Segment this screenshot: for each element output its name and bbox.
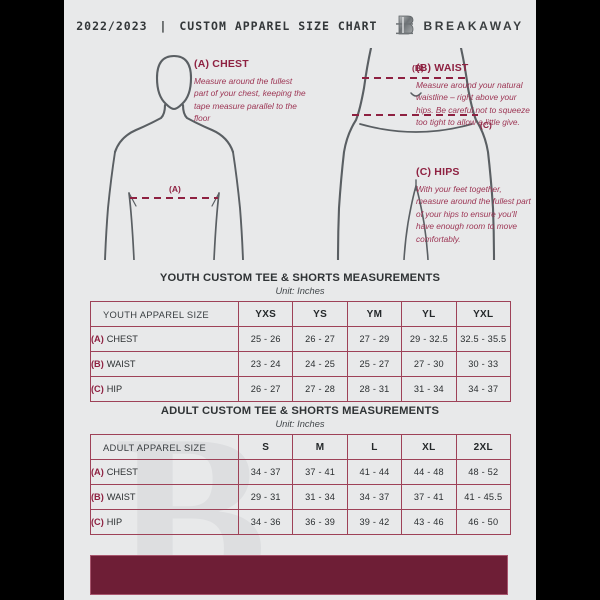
adult-chest-s: 34 - 37: [238, 459, 294, 485]
adult-chest-m: 37 - 41: [292, 459, 348, 485]
youth-table-body: YOUTH APPAREL SIZE YXS YS YM YL YXL (A) CHEST 25…: [90, 301, 511, 402]
adult-apparel-size-header: ADULT APPAREL SIZE: [90, 434, 239, 460]
adult-hip-s: 34 - 36: [238, 509, 294, 535]
youth-measurements-section: YOUTH CUSTOM TEE & SHORTS MEASUREMENTS U…: [90, 272, 511, 402]
adult-row-label-hip: (C) HIP: [90, 509, 239, 535]
lower-body-figure: [336, 48, 496, 260]
measurement-diagram: (A) (B): [104, 48, 496, 260]
youth-chest-yxl: 32.5 - 35.5: [456, 326, 511, 352]
youth-row-label-waist: (B) WAIST: [90, 351, 239, 377]
adult-hip-m: 36 - 39: [292, 509, 348, 535]
hips-marker-label: (C): [480, 120, 492, 130]
adult-waist-l: 34 - 37: [347, 484, 403, 510]
youth-size-header-ym: YM: [347, 301, 403, 327]
hips-description-body: With your feet together, measure around …: [416, 184, 531, 244]
hips-description-block: (C) HIPS With your feet together, measur…: [416, 166, 536, 245]
youth-size-table: YOUTH APPAREL SIZE YXS YS YM YL YXL (A) CHEST 25…: [90, 301, 511, 402]
adult-hip-l: 39 - 42: [347, 509, 403, 535]
adult-row-label-chest: (A) CHEST: [90, 459, 239, 485]
waist-marker-label: (B): [412, 63, 424, 73]
brand-lockup: BREAKAWAY: [395, 14, 523, 38]
youth-waist-ys: 24 - 25: [292, 351, 348, 377]
adult-waist-xl: 37 - 41: [401, 484, 457, 510]
youth-waist-yxs: 23 - 24: [238, 351, 294, 377]
measurement-tag: (A): [91, 334, 104, 344]
size-chart-page: B 2022/2023 | CUSTOM APPAREL SIZE CHART: [64, 0, 536, 600]
hips-description-title: (C) HIPS: [416, 166, 460, 178]
youth-chest-ys: 26 - 27: [292, 326, 348, 352]
waist-description-body: Measure around your natural waistline – …: [416, 80, 530, 128]
chest-marker-label: (A): [169, 184, 181, 194]
measurement-tag: (B): [91, 492, 104, 502]
youth-size-header-yxl: YXL: [456, 301, 511, 327]
measurement-tag: (C): [91, 384, 104, 394]
upper-body-figure: [104, 54, 244, 260]
youth-row-label-hip: (C) HIP: [90, 376, 239, 402]
brand-name: BREAKAWAY: [423, 19, 524, 33]
adult-waist-2xl: 41 - 45.5: [456, 484, 511, 510]
table-row: (C) HIP 26 - 27 27 - 28 28 - 31 31 - 34 34 - 3…: [90, 376, 511, 402]
adult-waist-s: 29 - 31: [238, 484, 294, 510]
youth-chest-yxs: 25 - 26: [238, 326, 294, 352]
adult-size-header-s: S: [238, 434, 294, 460]
adult-waist-m: 31 - 34: [292, 484, 348, 510]
waist-description-title: (B) WAIST: [416, 62, 469, 74]
header-title: CUSTOM APPAREL SIZE CHART: [179, 19, 378, 33]
header-title-group: 2022/2023 | CUSTOM APPAREL SIZE CHART: [76, 19, 377, 33]
header-year: 2022/2023: [76, 19, 148, 33]
adult-section-title: ADULT CUSTOM TEE & SHORTS MEASUREMENTS: [160, 405, 440, 417]
youth-size-header-yl: YL: [401, 301, 457, 327]
adult-size-header-m: M: [292, 434, 348, 460]
youth-hip-ym: 28 - 31: [347, 376, 403, 402]
table-row: (B) WAIST 29 - 31 31 - 34 34 - 37 37 - 41 41 -…: [90, 484, 511, 510]
youth-size-header-ys: YS: [292, 301, 348, 327]
youth-waist-yl: 27 - 30: [401, 351, 457, 377]
youth-hip-yxs: 26 - 27: [238, 376, 294, 402]
table-row: (A) CHEST 34 - 37 37 - 41 41 - 44 44 - 48 48 -…: [90, 459, 511, 485]
footer-accent-bar: [90, 555, 508, 595]
youth-size-header-yxs: YXS: [238, 301, 294, 327]
adult-chest-2xl: 48 - 52: [456, 459, 511, 485]
adult-unit-label: Unit: Inches: [275, 419, 325, 429]
youth-header-row: YOUTH APPAREL SIZE YXS YS YM YL YXL: [90, 301, 511, 327]
adult-table-body: ADULT APPAREL SIZE S M L XL 2XL (A) CHEST 34 - 3…: [90, 434, 511, 535]
measurement-tag: (C): [91, 517, 104, 527]
youth-hip-yxl: 34 - 37: [456, 376, 511, 402]
waist-description-block: (B) WAIST Measure around your natural wa…: [416, 62, 534, 129]
youth-row-label-chest: (A) CHEST: [90, 326, 239, 352]
youth-waist-yxl: 30 - 33: [456, 351, 511, 377]
adult-hip-2xl: 46 - 50: [456, 509, 511, 535]
adult-hip-xl: 43 - 46: [401, 509, 457, 535]
youth-hip-yl: 31 - 34: [401, 376, 457, 402]
body-figures: (A) (B): [64, 48, 536, 260]
adult-size-table: ADULT APPAREL SIZE S M L XL 2XL (A) CHEST 34 - 3…: [90, 434, 511, 535]
youth-chest-ym: 27 - 29: [347, 326, 403, 352]
breakaway-b-monogram-icon: [395, 14, 415, 38]
youth-waist-ym: 25 - 27: [347, 351, 403, 377]
adult-chest-xl: 44 - 48: [401, 459, 457, 485]
adult-header-row: ADULT APPAREL SIZE S M L XL 2XL: [90, 434, 511, 460]
youth-unit-label: Unit: Inches: [275, 286, 325, 296]
header-separator: |: [159, 19, 168, 33]
youth-hip-ys: 27 - 28: [292, 376, 348, 402]
table-row: (A) CHEST 25 - 26 26 - 27 27 - 29 29 - 32.5 32…: [90, 326, 511, 352]
adult-measurements-section: ADULT CUSTOM TEE & SHORTS MEASUREMENTS U…: [90, 405, 511, 535]
page-header: 2022/2023 | CUSTOM APPAREL SIZE CHART: [64, 0, 536, 52]
adult-size-header-l: L: [347, 434, 403, 460]
adult-chest-l: 41 - 44: [347, 459, 403, 485]
table-row: (B) WAIST 23 - 24 24 - 25 25 - 27 27 - 30 30 -…: [90, 351, 511, 377]
youth-apparel-size-header: YOUTH APPAREL SIZE: [90, 301, 239, 327]
chest-description-title: (A) CHEST: [194, 58, 249, 70]
youth-section-title: YOUTH CUSTOM TEE & SHORTS MEASUREMENTS: [159, 272, 441, 284]
youth-chest-yl: 29 - 32.5: [401, 326, 457, 352]
adult-size-header-2xl: 2XL: [456, 434, 511, 460]
table-row: (C) HIP 34 - 36 36 - 39 39 - 42 43 - 46 46 - 5…: [90, 509, 511, 535]
measurement-tag: (B): [91, 359, 104, 369]
adult-row-label-waist: (B) WAIST: [90, 484, 239, 510]
chest-description-block: (A) CHEST Measure around the fullest par…: [194, 58, 306, 125]
chest-description-body: Measure around the fullest part of your …: [194, 76, 306, 124]
adult-size-header-xl: XL: [401, 434, 457, 460]
measurement-tag: (A): [91, 467, 104, 477]
